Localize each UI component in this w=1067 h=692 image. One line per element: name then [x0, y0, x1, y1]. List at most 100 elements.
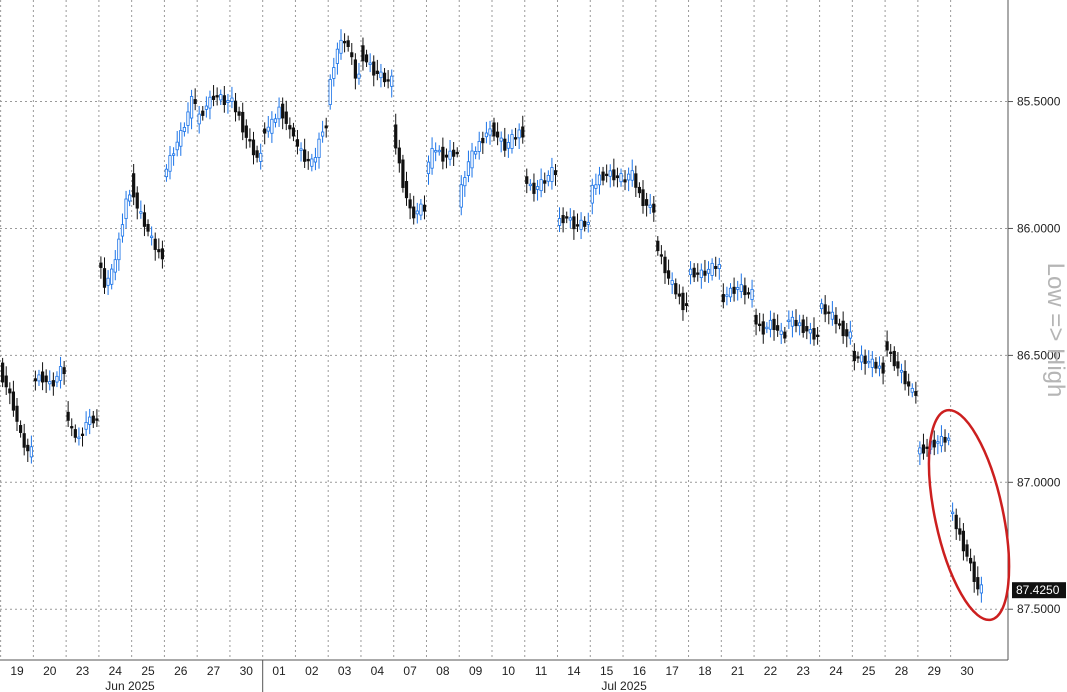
candle-body	[874, 361, 878, 369]
candle-body	[153, 238, 157, 250]
x-tick-label: 23	[797, 664, 811, 678]
candle-body	[463, 177, 467, 187]
candle-body	[390, 75, 394, 87]
candle-body	[772, 318, 776, 331]
x-tick-label: 24	[109, 664, 123, 678]
candle-body	[634, 173, 638, 188]
candle-body	[386, 79, 390, 82]
candle-body	[226, 100, 230, 103]
candle-body	[172, 153, 176, 156]
candle-body	[313, 157, 318, 163]
candle-body	[58, 366, 63, 381]
candle-body	[48, 381, 52, 385]
candle-body	[575, 224, 580, 227]
candle-body	[543, 180, 547, 184]
candle-body	[492, 122, 496, 137]
candle-body	[758, 323, 762, 326]
candle-body	[295, 139, 300, 147]
candle-body	[965, 544, 969, 557]
candle-body	[306, 158, 310, 162]
candle-body	[179, 130, 183, 147]
candle-body	[710, 262, 714, 276]
candle-body	[656, 240, 660, 252]
candle-body	[914, 391, 918, 396]
candle-body	[357, 73, 361, 79]
candle-body	[37, 374, 41, 382]
candle-body	[561, 215, 565, 224]
candle-body	[834, 314, 838, 325]
candle-body	[746, 292, 751, 295]
x-tick-label: 19	[10, 664, 24, 678]
candle-body	[706, 268, 711, 274]
candle-body	[382, 72, 387, 83]
candle-body	[688, 268, 693, 276]
candle-body	[968, 557, 973, 564]
candle-body	[452, 149, 456, 157]
candle-body	[332, 67, 336, 79]
candle-body	[630, 170, 634, 181]
candle-body	[692, 267, 696, 278]
y-tick-label: 86.5000	[1017, 348, 1061, 362]
candle-body	[132, 173, 136, 198]
candle-body	[608, 170, 612, 177]
candle-body	[903, 370, 907, 385]
candle-body	[848, 331, 852, 339]
candle-body	[550, 167, 554, 182]
candle-body	[637, 186, 642, 194]
candle-body	[845, 329, 849, 337]
candle-body	[15, 405, 19, 422]
candle-body	[441, 146, 445, 162]
candle-body	[568, 217, 572, 221]
x-tick-label: 07	[403, 664, 417, 678]
candle-body	[958, 528, 962, 535]
candle-body	[597, 174, 602, 186]
candle-body	[342, 40, 347, 44]
candle-body	[135, 192, 139, 209]
candle-body	[495, 131, 500, 138]
candle-body	[859, 354, 864, 363]
candle-body	[230, 97, 234, 102]
candle-body	[346, 40, 350, 47]
x-tick-label: 28	[895, 664, 909, 678]
candle-body	[663, 256, 667, 274]
candle-body	[801, 319, 805, 333]
candle-body	[623, 179, 627, 183]
candle-body	[288, 125, 292, 130]
candle-body	[448, 150, 452, 160]
x-tick-label: 24	[829, 664, 843, 678]
candle-body	[513, 137, 518, 140]
x-tick-label: 21	[731, 664, 745, 678]
candle-body	[648, 204, 652, 208]
highlight-ellipse	[927, 408, 1011, 622]
x-tick-label: 14	[567, 664, 581, 678]
candle-body	[222, 95, 226, 105]
candle-body	[546, 175, 550, 182]
candle-body	[219, 94, 223, 101]
candle-body	[641, 189, 645, 207]
candle-body	[157, 249, 161, 253]
candle-body	[146, 223, 150, 232]
candle-body	[615, 175, 620, 179]
candle-body	[783, 331, 787, 339]
candle-body	[659, 254, 663, 257]
candle-body	[160, 248, 165, 260]
candle-body	[164, 168, 169, 178]
candle-body	[794, 319, 798, 327]
candle-body	[877, 365, 882, 369]
candle-body	[728, 287, 733, 298]
candle-body	[233, 100, 238, 113]
x-tick-labels: 19 20 23 24 25 26 27 30 01 02 03 04 07 08 09 10 11 14 15 16…	[10, 660, 974, 692]
candle-body	[677, 293, 681, 297]
x-tick-label: 08	[436, 664, 450, 678]
candle-body	[324, 125, 328, 129]
candle-body	[586, 221, 590, 225]
candle-body	[80, 433, 85, 436]
candle-body	[539, 179, 543, 192]
candle-body	[328, 79, 332, 105]
candle-body	[55, 375, 59, 383]
candle-body	[321, 131, 325, 137]
candle-body	[823, 304, 827, 315]
chart-grid	[0, 0, 1008, 660]
x-tick-label: 29	[928, 664, 942, 678]
x-tick-label: 04	[371, 664, 385, 678]
